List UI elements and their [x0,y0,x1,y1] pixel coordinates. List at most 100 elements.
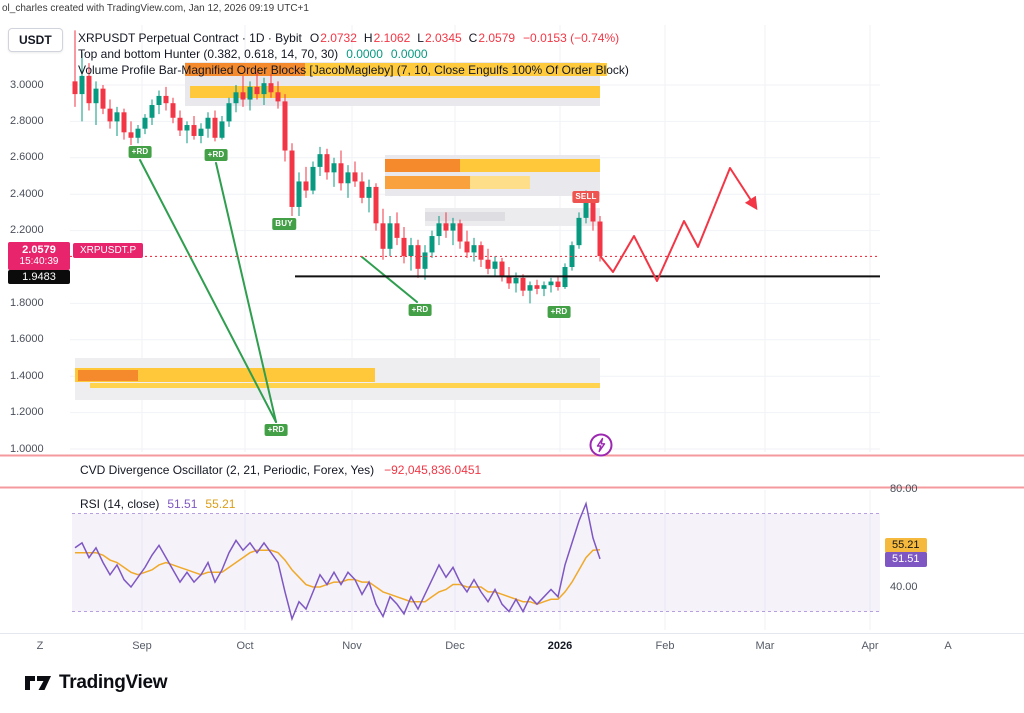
candle-body [303,181,309,191]
candle-body [387,223,393,249]
rsi-value: 51.51 [167,497,198,511]
candle-body [233,92,239,104]
price-axis-label: 1.6000 [10,333,44,346]
price-chart-canvas[interactable] [0,0,1024,660]
legend-indicator-hunter[interactable]: Top and bottom Hunter (0.382, 0.618, 14,… [78,46,629,62]
candle-body [506,276,512,284]
time-axis-label[interactable]: Sep [132,640,152,652]
trend-line[interactable] [215,162,277,423]
sell-signal-marker[interactable]: SELL [572,191,600,203]
candle-body [289,150,295,207]
candle-body [135,128,141,138]
lightning-icon[interactable] [588,432,614,458]
rd-signal-marker[interactable]: +RD [128,146,152,158]
symbol-currency-button[interactable]: USDT [8,28,63,52]
ohlc-close: C2.0579 [468,31,516,45]
time-axis-label[interactable]: Nov [342,640,362,652]
creator-watermark: ol_charles created with TradingView.com,… [2,3,309,14]
time-axis-label[interactable]: Dec [445,640,465,652]
rd-signal-marker[interactable]: +RD [408,304,432,316]
candle-body [107,108,113,122]
time-axis-label[interactable]: Oct [236,640,254,652]
candle-body [310,166,316,191]
order-block-zone [385,159,460,172]
candle-body [226,103,232,122]
candle-body [93,88,99,104]
candle-body [219,121,225,138]
rd-signal-marker[interactable]: +RD [204,149,228,161]
candle-body [520,277,526,291]
cvd-indicator-title: CVD Divergence Oscillator (2, 21, Period… [80,463,375,477]
candle-body [429,236,435,253]
legend-indicator-rsi[interactable]: RSI (14, close) 51.51 55.21 [80,497,235,511]
trend-line[interactable] [361,256,418,303]
time-axis-label[interactable]: Z [36,640,44,652]
order-block-zone [75,368,375,382]
candle-body [254,86,260,95]
price-axis-label: 2.6000 [10,151,44,164]
order-block-zone [90,383,600,388]
last-price-value: 2.0579 [22,244,56,257]
hunter-value-2: 0.0000 [390,47,428,61]
symbol-title: XRPUSDT Perpetual Contract · 1D · Bybit [78,31,302,45]
candle-body [499,261,505,277]
candle-body [212,117,218,138]
candle-body [156,95,162,106]
candle-body [422,252,428,269]
time-axis-label[interactable]: Apr [861,640,879,652]
ohlc-values: O2.0732 H2.1062 L2.0345 C2.0579 [310,30,515,46]
candle-body [142,117,148,129]
ohlc-change: −0.0153 (−0.74%) [523,31,620,45]
buy-signal-marker[interactable]: BUY [272,218,296,230]
order-block-zone [190,86,600,98]
candle-body [261,83,267,95]
candle-body [184,125,190,131]
candle-body [464,241,470,253]
candle-body [436,223,442,237]
candle-body [366,186,372,198]
candle-body [485,259,491,269]
candle-body [555,281,561,288]
trend-line[interactable] [139,159,277,423]
price-axis-label: 2.4000 [10,187,44,200]
legend-symbol-row[interactable]: XRPUSDT Perpetual Contract · 1D · Bybit … [78,30,629,46]
candle-body [359,181,365,198]
candle-body [268,83,274,93]
rsi-band [72,513,880,612]
legend-indicator-orderblocks[interactable]: Volume Profile Bar-Magnified Order Block… [78,62,629,78]
hunter-indicator-title: Top and bottom Hunter (0.382, 0.618, 14,… [78,47,339,61]
tradingview-logo[interactable]: TradingView [24,671,168,695]
candle-body [548,281,554,286]
candle-body [247,86,253,100]
time-axis-label[interactable]: Mar [755,640,775,652]
time-axis-label[interactable]: 2026 [547,640,573,652]
candle-body [401,237,407,257]
candle-body [541,285,547,289]
time-axis-label[interactable]: A [944,640,952,652]
ohlc-high: H2.1062 [363,31,411,45]
candle-body [149,105,155,118]
price-axis-label: 3.0000 [10,78,44,91]
candle-body [282,101,288,151]
price-axis-label: 2.2000 [10,224,44,237]
rsi-ma-value: 55.21 [205,497,236,511]
legend-indicator-cvd[interactable]: CVD Divergence Oscillator (2, 21, Period… [80,463,481,477]
candle-body [534,285,540,289]
time-axis-label[interactable]: Feb [655,640,675,652]
orderblocks-indicator-title: Volume Profile Bar-Magnified Order Block… [78,63,629,77]
candle-body [331,163,337,173]
rd-signal-marker[interactable]: +RD [547,306,571,318]
rd-signal-marker[interactable]: +RD [264,424,288,436]
candle-body [380,223,386,249]
candle-body [443,223,449,231]
candle-body [492,261,498,269]
candle-body [478,245,484,260]
candle-body [205,117,211,129]
candle-body [583,201,589,218]
last-price-label: 2.0579 15:40:39 [8,242,70,271]
price-axis-label: 1.8000 [10,296,44,309]
candle-body [114,112,120,122]
rsi-value-badge: 51.51 [885,551,927,567]
forecast-zigzag-line[interactable] [600,167,758,282]
chart-legend: XRPUSDT Perpetual Contract · 1D · Bybit … [78,30,629,78]
